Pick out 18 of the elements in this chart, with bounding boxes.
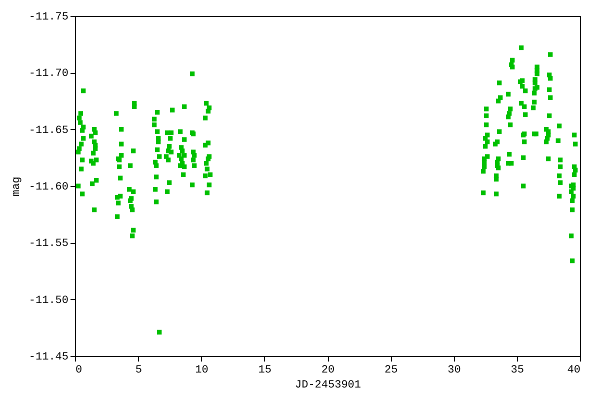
y-tick-label: -11.45 [28,352,68,364]
y-tick-label: -11.55 [28,238,68,250]
x-tick-label: 40 [567,364,580,376]
x-tick-label: 15 [258,364,272,376]
y-tick-label: -11.65 [28,124,68,137]
y-tick-label: -11.50 [28,294,68,307]
y-tick-label: -11.70 [28,68,68,80]
x-tick-label: 30 [448,364,461,376]
y-tick-label: -11.75 [28,12,68,24]
x-tick-label: 35 [510,364,524,376]
x-axis-title: JD-2453901 [294,380,362,392]
x-tick-label: 25 [384,364,398,376]
y-axis-title: mag [10,176,23,196]
x-tick-label: 5 [135,364,142,376]
x-tick-label: 10 [195,364,208,376]
x-tick-label: 20 [321,364,335,376]
y-tick-label: -11.60 [28,182,68,194]
x-tick-label: 0 [76,364,82,376]
